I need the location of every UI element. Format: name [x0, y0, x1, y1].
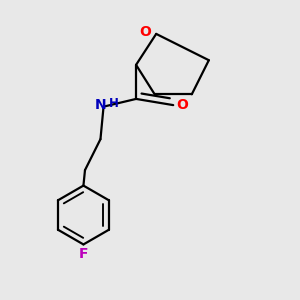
Text: O: O: [140, 25, 151, 39]
Text: F: F: [79, 247, 88, 261]
Text: N: N: [95, 98, 106, 112]
Text: O: O: [176, 98, 188, 112]
Text: H: H: [109, 97, 118, 110]
